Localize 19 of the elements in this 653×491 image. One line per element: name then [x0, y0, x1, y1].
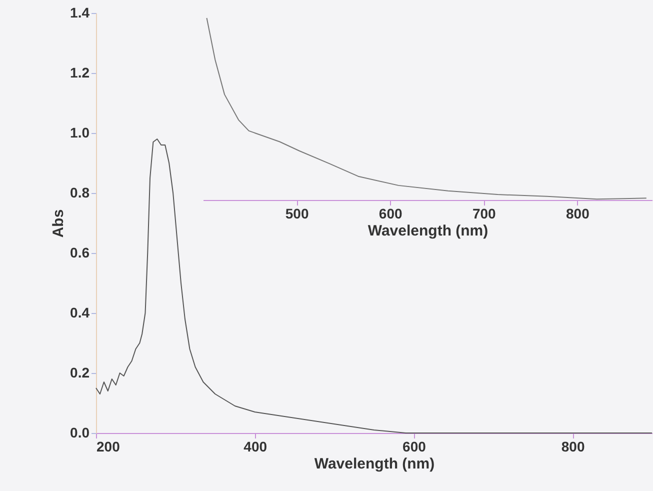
y-tick-label: 0.2 [70, 364, 90, 380]
x-axis-title: Wavelength (nm) [314, 456, 435, 472]
x-tick-label: 600 [402, 438, 426, 454]
y-tick-label: 0.6 [70, 244, 90, 260]
y-tick-label: 0.0 [70, 424, 90, 440]
x-tick-label: 800 [566, 206, 590, 222]
y-tick-label: 0.8 [70, 184, 90, 200]
y-tick-label: 1.0 [70, 124, 90, 140]
x-tick-label: 400 [244, 438, 268, 454]
x-tick-label: 700 [472, 206, 496, 222]
y-tick-label: 0.4 [70, 304, 90, 320]
y-tick-label: 1.2 [70, 64, 90, 80]
x-tick-label: 200 [96, 438, 120, 454]
x-tick-label: 600 [378, 206, 402, 222]
x-tick-label: 800 [561, 438, 585, 454]
x-axis-title: Wavelength (nm) [368, 222, 488, 240]
x-tick-label: 500 [285, 206, 309, 222]
y-tick-label: 1.4 [70, 4, 90, 20]
y-axis-title: Abs [50, 209, 68, 238]
